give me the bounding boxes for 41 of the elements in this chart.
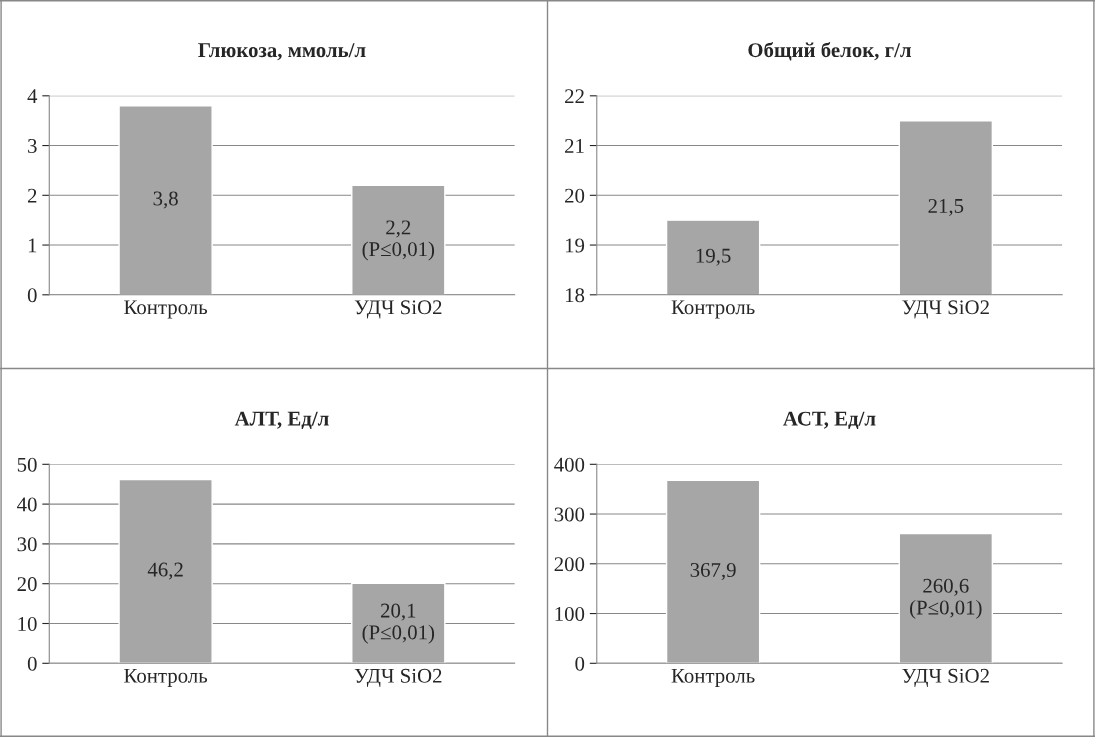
y-tick-label: 22 [565,89,584,104]
data-label: 20,1 (P≤0,01) [362,603,435,644]
y-tick-label: 50 [17,457,37,472]
y-tick-label: 100 [555,606,585,621]
data-label: 3,8 [153,191,178,209]
y-tick-label: 18 [565,288,585,303]
chart-title: АСТ, Ед/л [783,411,876,430]
data-label: 19,5 [696,248,731,266]
x-tick-label: Контроль [671,300,755,319]
y-tick-label: 4 [27,89,38,104]
data-label: 260,6 (P≤0,01) [910,578,982,619]
y-tick-label: 10 [18,616,37,631]
x-tick-label: УДЧ SiO2 [902,300,989,319]
y-tick-label: 1 [28,238,37,253]
y-tick-label: 40 [17,497,37,512]
x-tick-label: УДЧ SiO2 [902,668,989,688]
y-tick-label: 0 [27,288,37,303]
y-tick-label: 0 [27,656,37,671]
y-tick-label: 200 [554,557,585,572]
y-tick-label: 21 [565,138,584,153]
x-tick-label: УДЧ SiO2 [354,668,442,688]
data-label: 2,2 (P≤0,01) [362,220,435,261]
x-tick-label: Контроль [124,668,208,688]
chart-title: Глюкоза, ммоль/л [198,43,366,61]
y-tick-label: 30 [17,537,37,552]
y-tick-label: 300 [554,507,585,522]
y-tick-label: 20 [565,188,585,203]
data-label: 21,5 [928,198,964,216]
x-tick-label: Контроль [671,668,755,688]
chart-title: Общий белок, г/л [748,42,912,61]
x-tick-label: УДЧ SiO2 [354,300,442,319]
y-tick-label: 19 [565,238,585,253]
data-label: 46,2 [147,562,183,580]
y-tick-label: 20 [17,577,37,592]
y-tick-label: 3 [28,138,37,153]
y-tick-label: 2 [27,188,37,203]
y-tick-label: 400 [554,457,585,472]
data-label: 367,9 [690,563,736,580]
y-tick-label: 0 [575,656,585,671]
x-tick-label: Контроль [124,300,208,319]
chart-title: АЛТ, Ед/л [234,411,329,430]
